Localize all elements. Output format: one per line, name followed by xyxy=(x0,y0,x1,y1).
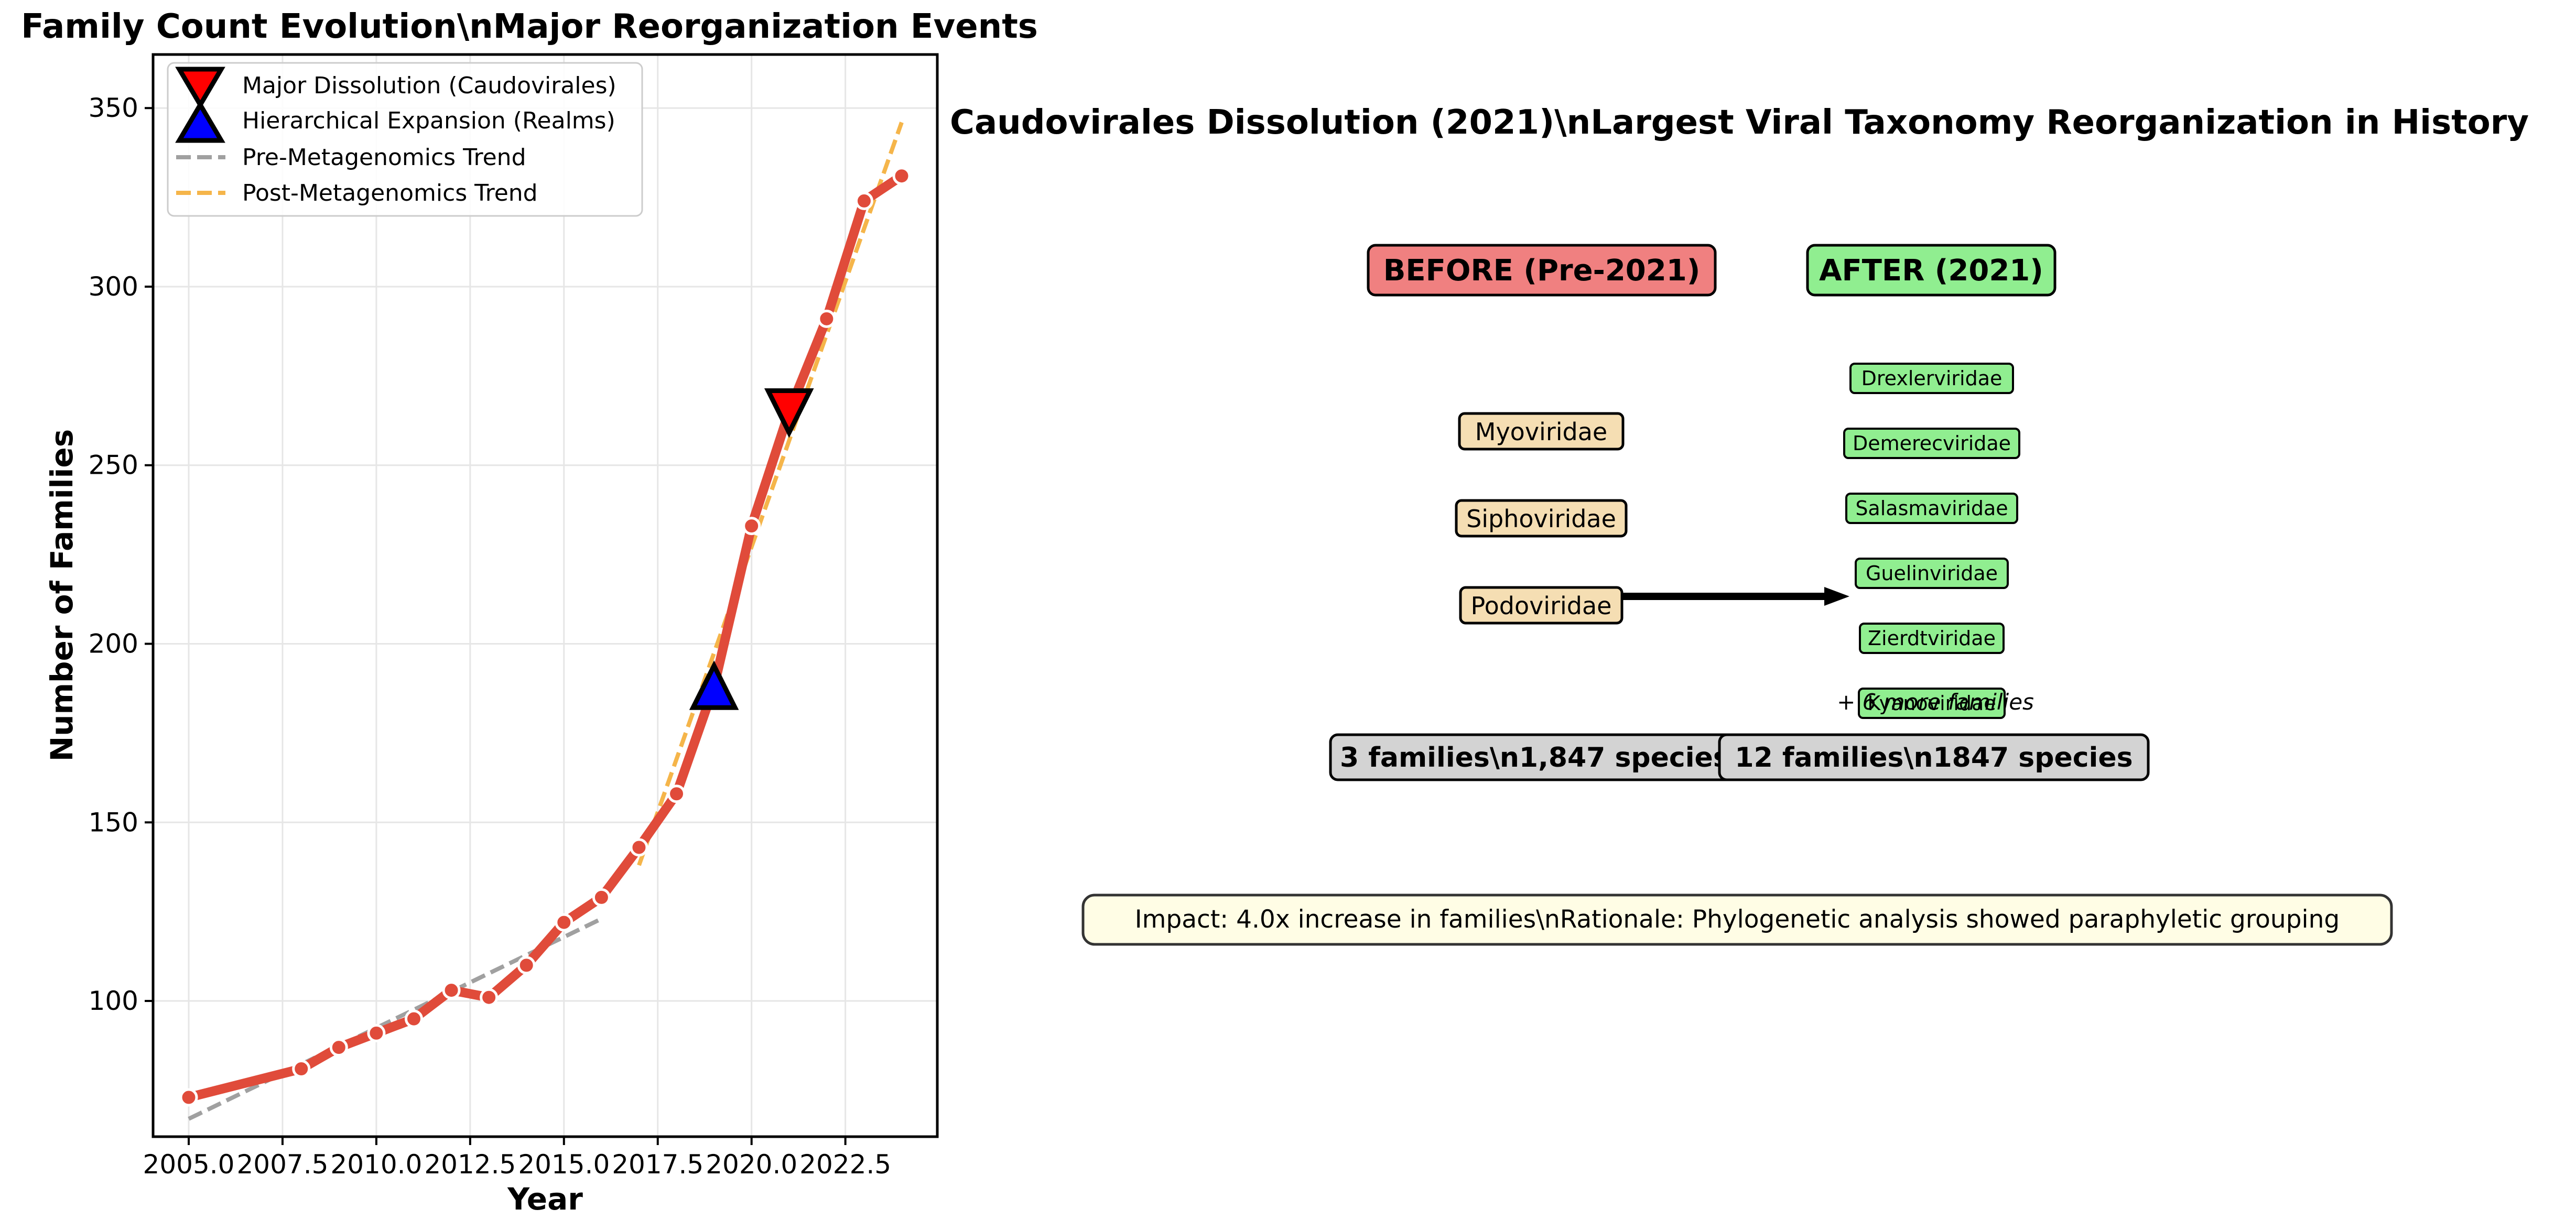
x-tick-label-4: 2015.0 xyxy=(518,1149,610,1180)
y-tick-label-2: 200 xyxy=(89,629,138,659)
before-header-label: BEFORE (Pre-2021) xyxy=(1383,254,1701,288)
y-axis-label: Number of Families xyxy=(44,429,80,762)
x-tick-label-6: 2020.0 xyxy=(706,1149,797,1180)
dissolution-panel: Caudovirales Dissolution (2021)\nLargest… xyxy=(950,103,2529,946)
family-count-point-2020 xyxy=(742,517,761,536)
y-tick-label-3: 250 xyxy=(89,450,138,481)
x-tick-label-5: 2017.5 xyxy=(612,1149,703,1180)
family-count-point-2014 xyxy=(517,956,536,975)
legend-dissolution-marker-icon xyxy=(175,67,225,110)
y-tick-label-0: 100 xyxy=(89,986,138,1016)
after-family-kyanoviridae: Kyanoviridae xyxy=(1867,692,1996,715)
before-header-box xyxy=(1367,244,1717,297)
x-axis-label: Year xyxy=(507,1181,583,1217)
family-count-point-2008 xyxy=(292,1060,311,1079)
after-family-box-salasmaviridae xyxy=(1845,493,2018,524)
panel-title: Caudovirales Dissolution (2021)\nLargest… xyxy=(950,103,2529,142)
y-tick-label-1: 150 xyxy=(89,807,138,837)
before-family-podoviridae: Podoviridae xyxy=(1471,592,1612,620)
chart-events xyxy=(689,388,814,710)
legend-expansion-label: Hierarchical Expansion (Realms) xyxy=(242,107,615,134)
after-family-zierdtviridae: Zierdtviridae xyxy=(1868,627,1996,650)
family-count-point-2005 xyxy=(179,1088,198,1107)
after-family-box-zierdtviridae xyxy=(1859,623,2005,654)
family-count-point-2012 xyxy=(442,981,461,1000)
family-count-point-2010 xyxy=(367,1023,386,1042)
impact-text: Impact: 4.0x increase in families\nRatio… xyxy=(1135,905,2340,934)
legend-box xyxy=(167,62,643,217)
y-tick-label-4: 300 xyxy=(89,271,138,302)
after-count-box xyxy=(1718,733,2150,781)
legend-expansion-marker-icon xyxy=(175,100,225,143)
family-count-point-2018 xyxy=(667,785,686,803)
impact-box xyxy=(1081,894,2393,946)
after-family-drexlerviridae: Drexlerviridae xyxy=(1861,367,2003,390)
family-count-chart: Family Count Evolution\nMajor Reorganiza… xyxy=(21,7,1038,1217)
legend-dissolution-label: Major Dissolution (Caudovirales) xyxy=(242,72,616,99)
family-count-point-2016 xyxy=(592,888,611,907)
family-count-point-2023 xyxy=(854,191,873,210)
before-family-box-siphoviridae xyxy=(1455,499,1628,538)
family-count-point-2013 xyxy=(480,988,499,1007)
expansion-event-marker xyxy=(689,660,739,710)
chart-title: Family Count Evolution\nMajor Reorganiza… xyxy=(21,7,1038,46)
legend-pre-trend-label: Pre-Metagenomics Trend xyxy=(242,144,526,171)
after-count: 12 families\n1847 species xyxy=(1735,742,2133,774)
x-tick-label-7: 2022.5 xyxy=(799,1149,891,1180)
family-count-point-2011 xyxy=(404,1009,423,1028)
x-tick-label-0: 2005.0 xyxy=(143,1149,235,1180)
chart-grid xyxy=(153,55,937,1137)
before-family-siphoviridae: Siphoviridae xyxy=(1466,505,1616,533)
after-family-demerecviridae: Demerecviridae xyxy=(1853,432,2011,455)
chart-legend: Major Dissolution (Caudovirales) Hierarc… xyxy=(167,62,643,217)
dissolution-event-marker xyxy=(764,388,814,438)
after-family-box-drexlerviridae xyxy=(1849,363,2014,394)
chart-frame xyxy=(151,53,939,1138)
more-families-note: + 6 more families xyxy=(1837,689,2034,715)
after-family-box-guelinviridae xyxy=(1855,558,2009,589)
before-count: 3 families\n1,847 species xyxy=(1340,742,1729,774)
family-count-point-2009 xyxy=(329,1038,348,1057)
after-header-box xyxy=(1806,244,2057,297)
x-tick-label-3: 2012.5 xyxy=(424,1149,516,1180)
x-tick-label-1: 2007.5 xyxy=(236,1149,328,1180)
after-family-salasmaviridae: Salasmaviridae xyxy=(1855,497,2008,520)
x-axis-ticks: 2005.0 2007.5 2010.0 2012.5 2015.0 2017.5 2020… xyxy=(143,1137,891,1180)
legend-post-trend-label: Post-Metagenomics Trend xyxy=(242,180,538,206)
after-family-box-demerecviridae xyxy=(1843,428,2020,459)
family-count-point-2017 xyxy=(630,838,648,857)
after-family-box-kyanoviridae xyxy=(1858,688,2006,719)
family-count-point-2022 xyxy=(817,309,836,328)
before-family-box-podoviridae xyxy=(1459,586,1623,625)
after-header-label: AFTER (2021) xyxy=(1819,254,2043,288)
family-count-point-2015 xyxy=(555,913,573,932)
before-family-box-myoviridae xyxy=(1458,412,1625,451)
dissolution-arrow-head-icon xyxy=(1824,587,1849,606)
y-tick-label-5: 350 xyxy=(89,93,138,123)
y-axis-ticks: 100 150 200 250 300 350 xyxy=(89,93,153,1016)
post-metagenomics-trend-line xyxy=(637,122,904,866)
after-family-guelinviridae: Guelinviridae xyxy=(1866,562,1998,585)
family-count-point-2024 xyxy=(892,167,911,186)
before-family-myoviridae: Myoviridae xyxy=(1475,418,1607,446)
x-tick-label-2: 2010.0 xyxy=(330,1149,422,1180)
